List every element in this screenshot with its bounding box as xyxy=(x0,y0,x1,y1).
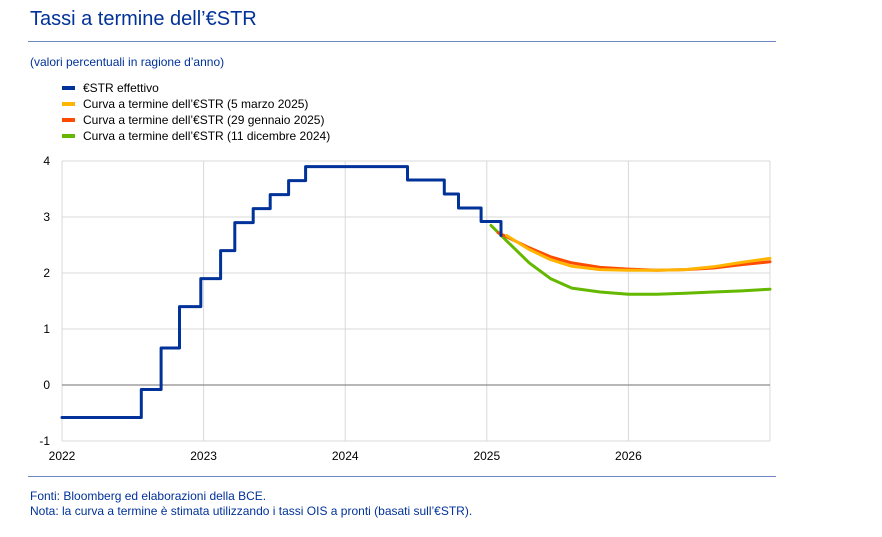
title-divider xyxy=(28,41,776,42)
legend-item-curve-march: Curva a termine dell’€STR (5 marzo 2025) xyxy=(62,96,330,112)
x-tick-label: 2025 xyxy=(473,449,500,463)
legend-item-curve-december: Curva a termine dell’€STR (11 dicembre 2… xyxy=(62,128,330,144)
x-tick-label: 2022 xyxy=(49,449,76,463)
y-tick-label: 4 xyxy=(43,154,50,168)
legend-label: Curva a termine dell’€STR (29 gennaio 20… xyxy=(83,113,325,127)
method-note: Nota: la curva a termine è stimata utili… xyxy=(30,504,473,518)
legend-label: €STR effettivo xyxy=(83,81,159,95)
legend-item-estr: €STR effettivo xyxy=(62,80,330,96)
chart-title: Tassi a termine dell’€STR xyxy=(30,8,257,30)
legend-swatch xyxy=(62,134,75,138)
legend-swatch xyxy=(62,118,75,122)
notes-divider xyxy=(28,476,776,477)
series-line-1 xyxy=(505,234,772,272)
y-tick-label: 2 xyxy=(43,266,50,280)
series-line-0 xyxy=(60,165,503,419)
legend-swatch xyxy=(62,86,75,90)
footnotes: Fonti: Bloomberg ed elaborazioni della B… xyxy=(30,489,472,519)
legend-item-curve-january: Curva a termine dell’€STR (29 gennaio 20… xyxy=(62,112,330,128)
y-tick-label: 1 xyxy=(43,322,50,336)
y-tick-label: 0 xyxy=(43,378,50,392)
x-tick-label: 2026 xyxy=(615,449,642,463)
x-tick-label: 2024 xyxy=(332,449,359,463)
x-tick-label: 2023 xyxy=(190,449,217,463)
chart-subtitle: (valori percentuali in ragione d’anno) xyxy=(30,55,225,69)
y-tick-label: 3 xyxy=(43,210,50,224)
legend: €STR effettivo Curva a termine dell’€STR… xyxy=(62,80,330,144)
series-line-3 xyxy=(489,223,772,296)
legend-label: Curva a termine dell’€STR (5 marzo 2025) xyxy=(83,97,309,111)
legend-label: Curva a termine dell’€STR (11 dicembre 2… xyxy=(83,129,331,143)
source-note: Fonti: Bloomberg ed elaborazioni della B… xyxy=(30,489,267,503)
legend-swatch xyxy=(62,102,75,106)
y-tick-label: -1 xyxy=(39,434,50,448)
